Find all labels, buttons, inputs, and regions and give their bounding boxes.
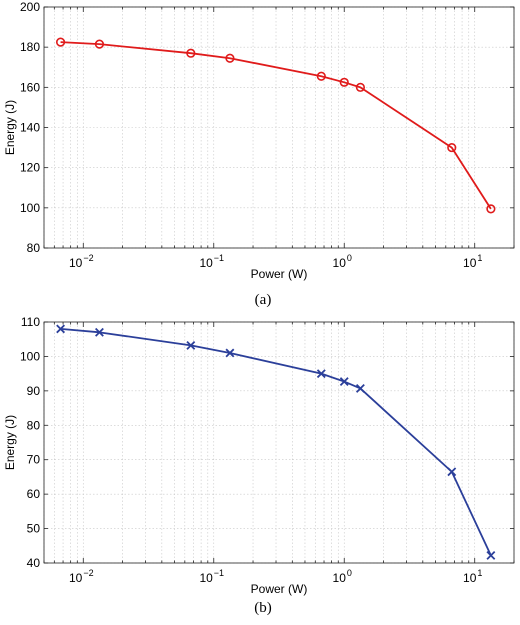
x-tick-base: 10 xyxy=(199,571,213,585)
y-tick-label: 100 xyxy=(20,349,40,363)
data-point xyxy=(486,204,496,214)
y-tick-label: 90 xyxy=(27,384,41,398)
data-point xyxy=(225,53,235,63)
y-tick-label: 80 xyxy=(27,418,41,432)
data-point xyxy=(186,340,196,350)
data-point xyxy=(355,384,365,393)
data-point xyxy=(339,377,349,386)
x-tick-base: 10 xyxy=(333,256,347,270)
x-tick-label: 10−2 xyxy=(69,253,94,270)
y-tick-label: 50 xyxy=(27,522,41,536)
x-tick-base: 10 xyxy=(69,571,83,585)
y-axis-label: Energy (J) xyxy=(3,415,17,470)
x-tick-exponent: 0 xyxy=(347,568,352,578)
y-tick-label: 60 xyxy=(27,487,41,501)
x-tick-base: 10 xyxy=(463,256,477,270)
panel-caption: (b) xyxy=(254,600,272,616)
x-tick-exponent: 1 xyxy=(477,568,482,578)
series-line xyxy=(60,41,492,210)
x-tick-base: 10 xyxy=(333,571,347,585)
data-point xyxy=(339,77,349,87)
y-tick-label: 70 xyxy=(27,453,41,467)
y-tick-label: 160 xyxy=(20,80,40,94)
data-point xyxy=(95,327,104,337)
y-tick-label: 200 xyxy=(20,0,40,14)
y-tick-label: 40 xyxy=(27,556,41,570)
x-tick-exponent: −2 xyxy=(83,568,93,578)
data-point xyxy=(225,348,235,358)
x-tick-label: 101 xyxy=(463,253,482,270)
x-tick-label: 10−1 xyxy=(199,253,224,270)
x-axis-label: Power (W) xyxy=(251,267,308,281)
x-tick-label: 10−1 xyxy=(199,568,224,585)
y-tick-label: 140 xyxy=(20,121,40,135)
data-point xyxy=(186,48,196,58)
x-tick-label: 100 xyxy=(333,253,352,270)
data-point xyxy=(486,550,496,560)
y-tick-label: 110 xyxy=(21,315,40,329)
x-tick-base: 10 xyxy=(199,256,213,270)
x-tick-exponent: 1 xyxy=(477,253,482,263)
x-tick-label: 100 xyxy=(333,568,352,585)
y-tick-label: 100 xyxy=(20,201,40,215)
y-tick-label: 180 xyxy=(20,40,40,54)
data-point xyxy=(316,71,326,81)
x-tick-exponent: −2 xyxy=(83,253,93,263)
data-point xyxy=(447,142,457,153)
data-point xyxy=(355,82,366,92)
data-point xyxy=(447,467,457,477)
y-tick-label: 80 xyxy=(27,241,41,255)
data-point xyxy=(56,324,66,334)
x-tick-exponent: 0 xyxy=(347,253,352,263)
data-point xyxy=(94,39,105,49)
x-axis-label: Power (W) xyxy=(251,582,308,596)
x-tick-label: 101 xyxy=(463,568,482,585)
plot-area xyxy=(44,322,514,563)
x-tick-exponent: −1 xyxy=(214,568,224,578)
axes-frame xyxy=(43,321,515,564)
y-axis-label: Energy (J) xyxy=(3,100,17,155)
panel-caption: (a) xyxy=(255,292,272,308)
x-tick-base: 10 xyxy=(463,571,477,585)
x-tick-exponent: −1 xyxy=(214,253,224,263)
data-point xyxy=(55,37,66,47)
data-point xyxy=(316,369,326,379)
x-tick-base: 10 xyxy=(69,256,83,270)
y-tick-label: 120 xyxy=(20,161,40,175)
x-tick-label: 10−2 xyxy=(69,568,94,585)
